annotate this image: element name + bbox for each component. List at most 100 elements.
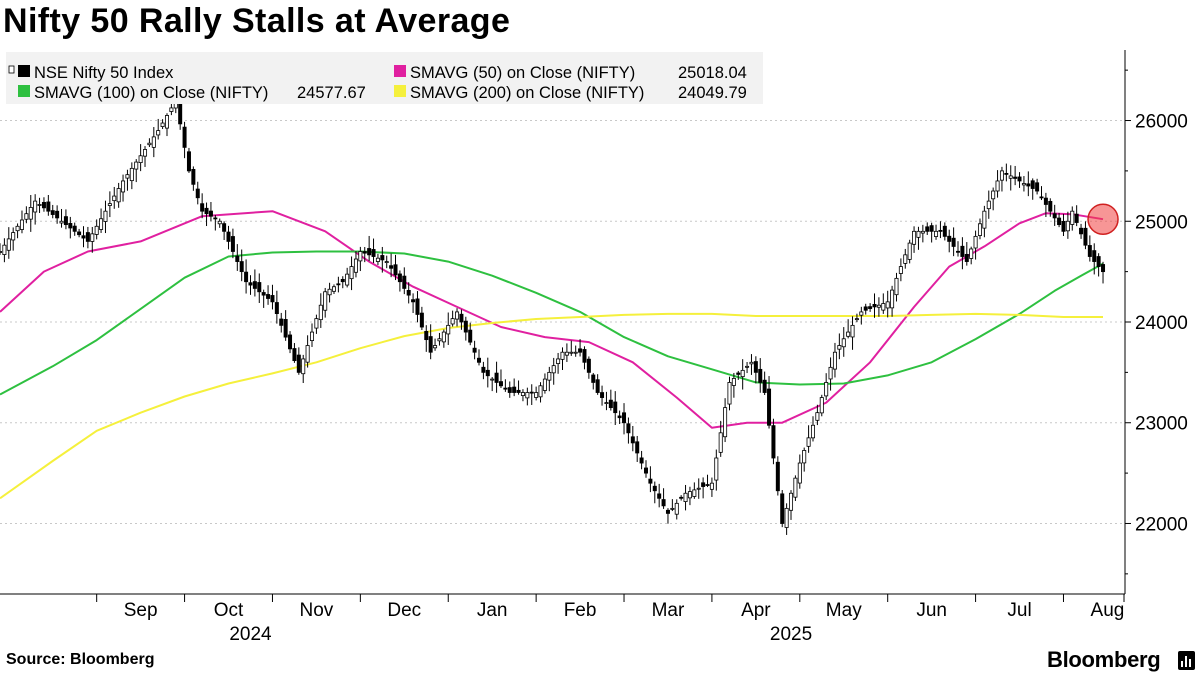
candle-body — [797, 462, 802, 484]
candle-body — [551, 365, 556, 374]
candle-body — [1039, 196, 1044, 199]
candle-body — [164, 115, 169, 129]
candle-body — [608, 399, 613, 409]
candle-body — [617, 415, 622, 419]
candle-body — [481, 366, 486, 373]
candle-body — [468, 329, 473, 343]
candle-body — [806, 437, 811, 447]
candle-body — [841, 338, 846, 348]
candle-body — [252, 281, 257, 289]
candle-body — [692, 489, 697, 497]
candle-body — [151, 136, 156, 148]
candle-body — [960, 245, 965, 257]
candle-body — [107, 203, 112, 206]
candle-body — [705, 484, 710, 486]
candle-body — [327, 288, 332, 296]
candle-body — [758, 368, 763, 383]
source-note: Source: Bloomberg — [6, 651, 155, 668]
candle-body — [999, 170, 1004, 181]
candle-body — [573, 351, 578, 354]
candle-body — [868, 306, 873, 309]
candle-body — [288, 334, 293, 350]
legend-label: SMAVG (100) on Close (NIFTY) — [34, 84, 268, 102]
candle-body — [538, 385, 543, 398]
candle-body — [815, 412, 820, 421]
candle-body — [380, 255, 385, 261]
candle-body — [59, 220, 64, 224]
candle-body — [222, 223, 227, 232]
candle-body — [296, 354, 301, 373]
y-tick-label: 24000 — [1135, 313, 1188, 334]
y-tick-label: 22000 — [1135, 514, 1188, 535]
candle-body — [701, 482, 706, 487]
candle-body — [600, 392, 605, 398]
x-tick-label: Apr — [741, 600, 771, 621]
candle-body — [433, 345, 438, 349]
x-year-label: 2024 — [229, 624, 272, 645]
candle-body — [459, 313, 464, 323]
candle-body — [534, 392, 539, 398]
candle-body — [872, 303, 877, 308]
candle-body — [885, 301, 890, 309]
candle-body — [846, 331, 851, 337]
candle-body — [810, 424, 815, 439]
candle-body — [397, 273, 402, 283]
candle-body — [230, 236, 235, 252]
candle-body — [1101, 264, 1106, 273]
candle-body — [204, 207, 209, 215]
candle-body — [832, 351, 837, 370]
candle-body — [947, 235, 952, 242]
candle-body — [956, 250, 961, 253]
candle-body — [525, 392, 530, 399]
candle-body — [969, 248, 974, 259]
candle-body — [310, 331, 315, 341]
candle-body — [485, 369, 490, 377]
candle-body — [345, 273, 350, 286]
candle-body — [639, 457, 644, 464]
candle-body — [586, 358, 591, 373]
candle-body — [1013, 176, 1018, 179]
candle-body — [81, 235, 86, 239]
candle-body — [138, 155, 143, 164]
candle-body — [121, 180, 126, 193]
candle-body — [301, 358, 306, 375]
candle-body — [661, 499, 666, 507]
x-tick-label: Sep — [124, 600, 158, 621]
candle-body — [1079, 227, 1084, 235]
candle-body — [635, 441, 640, 454]
candle-body — [419, 312, 424, 328]
candle-body — [630, 436, 635, 444]
candle-body — [160, 122, 165, 127]
candle-body — [749, 361, 754, 365]
candle-body — [604, 402, 609, 404]
candle-body — [134, 161, 139, 170]
candle-body — [942, 225, 947, 237]
candle-body — [55, 210, 60, 219]
candle-body — [718, 432, 723, 453]
candle-body — [907, 242, 912, 260]
candle-body — [1070, 210, 1075, 225]
legend-swatch — [18, 65, 30, 77]
candle-body — [450, 318, 455, 325]
candle-body — [723, 407, 728, 438]
candle-body — [156, 130, 161, 136]
candle-body — [995, 180, 1000, 192]
candle-body — [85, 232, 90, 242]
candle-body — [507, 387, 512, 393]
candle-body — [736, 372, 741, 375]
candle-body — [143, 149, 148, 157]
candle-body — [494, 372, 499, 383]
candle-body — [77, 231, 82, 236]
candle-body — [578, 348, 583, 353]
candle-body — [261, 292, 266, 296]
candle-body — [767, 388, 772, 426]
legend-swatch — [394, 85, 406, 97]
candle-body — [455, 311, 460, 320]
candle-body — [226, 231, 231, 242]
legend-value: 24049.79 — [678, 84, 747, 102]
candle-body — [498, 381, 503, 387]
candle-body — [1048, 200, 1053, 212]
bloomberg-chart-icon — [1178, 651, 1195, 670]
candle-body — [147, 142, 152, 146]
candle-body — [657, 493, 662, 499]
